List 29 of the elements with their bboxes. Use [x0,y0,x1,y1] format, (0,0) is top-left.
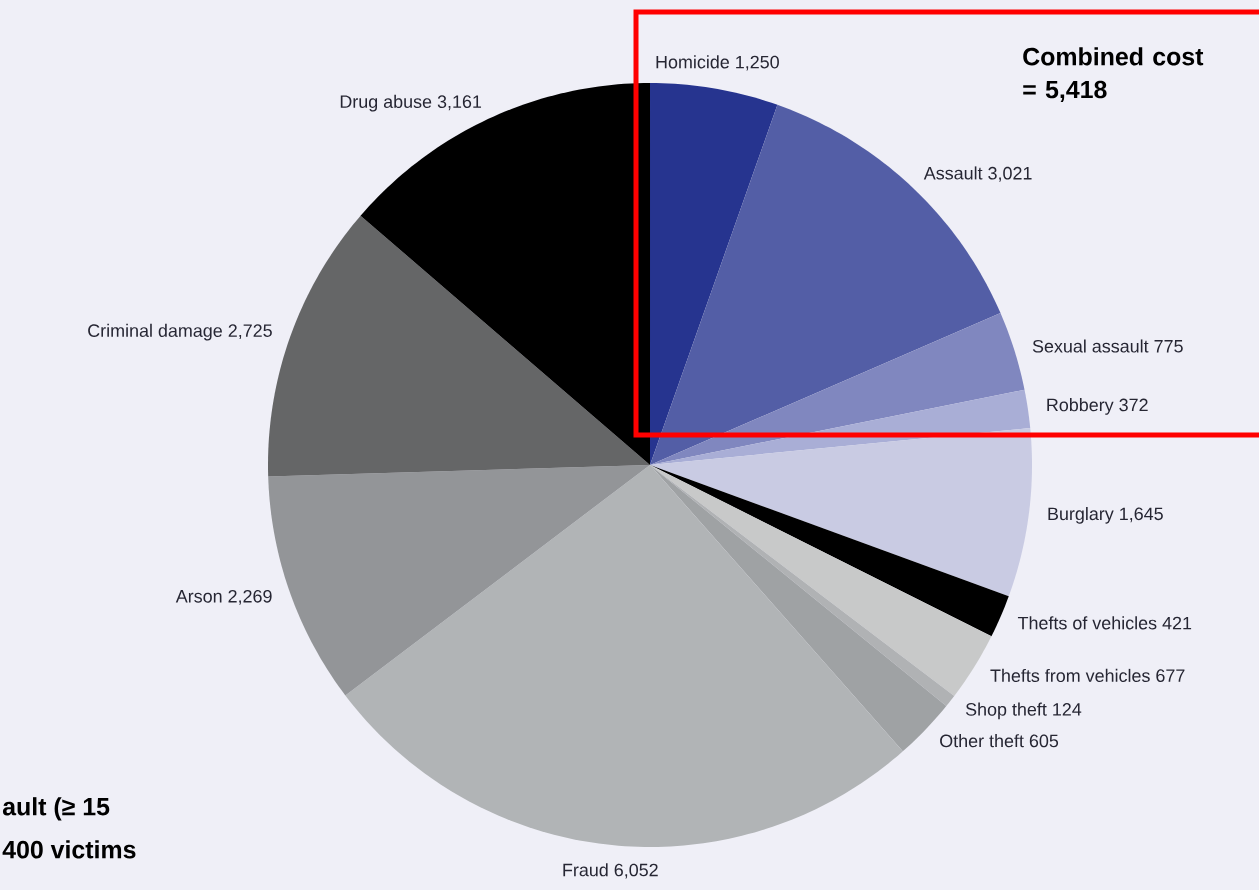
slice-label: Thefts of vehicles [1017,616,1157,630]
data-label: 2,269 [228,589,272,605]
data-label: 3,161 [437,95,482,111]
data-label: 677 [1156,669,1185,683]
data-label: 3,021 [988,166,1032,182]
data-label: 124 [1053,703,1082,716]
slice-label: Homicide [656,55,729,69]
slice-label: Arson [175,590,222,603]
slice-label: Shop theft [965,702,1047,720]
slice-label: Robbery [1047,398,1114,415]
data-label: 605 [1029,734,1059,748]
slice-label: Thefts from vehicles [990,668,1150,683]
text: ault (≥ 15 [2,797,110,821]
text: Combined cost = 5,418 [1023,47,1204,102]
data-label: 1,250 [736,55,779,71]
slice-label: Fraud [563,863,608,877]
data-label: 372 [1119,398,1148,412]
slice-label: Other theft [940,734,1024,748]
data-label: 775 [1154,340,1183,353]
data-label: 2,725 [228,324,272,340]
slice-label: Burglary [1048,506,1114,524]
data-label: 1,645 [1120,507,1163,523]
slice-label: Drug abuse [340,94,432,112]
text: 400 victims [2,840,136,859]
slice-label: Assault [923,166,983,180]
data-label: 6,052 [614,863,658,879]
slice-label: Sexual assault [1032,339,1149,353]
slice-label: Criminal damage [88,323,222,341]
data-label: 421 [1162,616,1192,630]
